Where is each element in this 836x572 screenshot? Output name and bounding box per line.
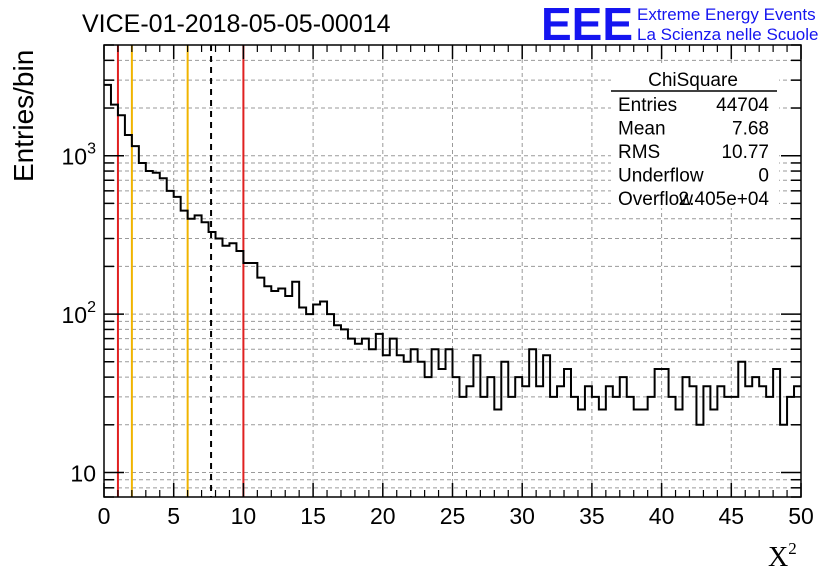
stats-row-value: 2.405e+04 xyxy=(679,189,770,210)
eee-logo-line2: La Scienza nelle Scuole xyxy=(637,25,818,44)
x-tick-label: 40 xyxy=(649,503,675,529)
stats-row-value: 44704 xyxy=(716,95,769,116)
stats-title: ChiSquare xyxy=(648,70,738,91)
x-tick-label: 5 xyxy=(167,503,180,529)
stats-rows: Entries 44704 Mean 7.68 RMS 10.77 Underflow 0 Ov… xyxy=(618,95,769,210)
x-tick-labels: 0 5 10 15 20 25 30 35 40 45 50 xyxy=(98,503,814,529)
eee-logo-mark: EEE xyxy=(541,0,633,50)
stats-row-label: Entries xyxy=(618,95,677,116)
axis-ticks xyxy=(103,44,802,498)
x-tick-label: 15 xyxy=(300,503,326,529)
x-tick-label: 20 xyxy=(370,503,396,529)
x-tick-label: 10 xyxy=(231,503,257,529)
x-axis-label: X2 xyxy=(768,539,797,572)
eee-logo: EEE Extreme Energy Events La Scienza nel… xyxy=(541,0,818,50)
y-axis-label: Entries/bin xyxy=(8,50,39,182)
histogram-step-line xyxy=(104,83,801,426)
stats-row-value: 0 xyxy=(758,166,769,187)
stats-row-value: 7.68 xyxy=(732,119,769,140)
x-tick-label: 30 xyxy=(509,503,535,529)
x-axis-label-base: X xyxy=(768,542,788,572)
y-tick-label: 103 xyxy=(62,141,97,170)
x-tick-label: 45 xyxy=(719,503,745,529)
y-tick-label: 10 xyxy=(70,460,96,486)
stats-box: ChiSquare Entries 44704 Mean 7.68 RMS 10.77 Un… xyxy=(611,66,779,210)
stats-box-background xyxy=(611,66,779,208)
x-tick-label: 0 xyxy=(98,503,111,529)
x-axis-label-exponent: 2 xyxy=(788,539,797,558)
reference-lines xyxy=(116,45,245,497)
y-tick-label: 102 xyxy=(62,299,97,328)
stats-row-label: Mean xyxy=(618,119,666,140)
y-tick-labels: 10 102 103 xyxy=(62,141,97,487)
stats-row-label: Underflow xyxy=(618,166,704,187)
stats-row-label: Overflow xyxy=(618,189,693,210)
x-tick-label: 35 xyxy=(579,503,605,529)
stats-row-value: 10.77 xyxy=(721,142,769,163)
chart-title: VICE-01-2018-05-05-00014 xyxy=(82,10,391,38)
eee-logo-line1: Extreme Energy Events xyxy=(637,5,816,24)
x-tick-label: 25 xyxy=(440,503,466,529)
stats-row-label: RMS xyxy=(618,142,660,163)
x-tick-label: 50 xyxy=(788,503,814,529)
